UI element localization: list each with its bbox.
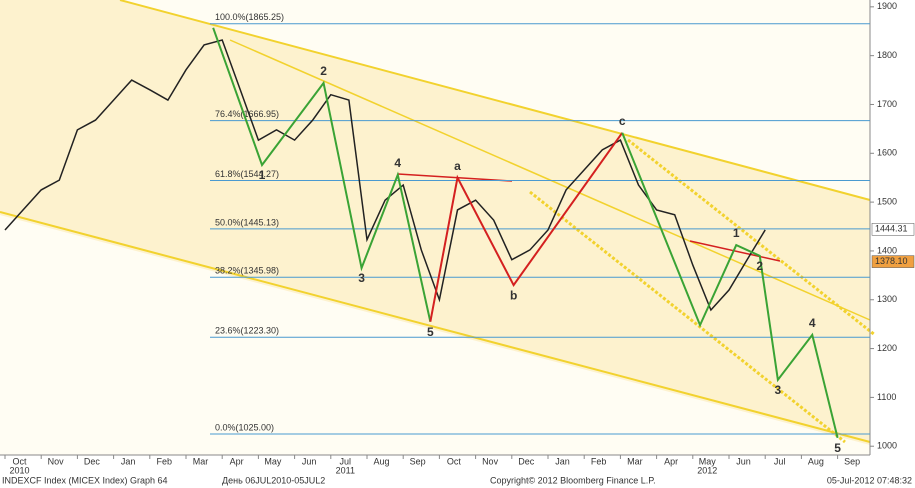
channel-line [119,0,871,201]
wave-label: 3 [358,271,365,285]
footer-copyright: Copyright© 2012 Bloomberg Finance L.P. [490,475,656,485]
x-tick-label: Oct [447,456,462,466]
x-tick-label: Dec [518,456,535,466]
fib-label: 23.6%(1223.30) [215,326,279,336]
wave-label: 5 [834,441,841,455]
wave-label: 2 [320,64,327,78]
footer-range: День 06JUL2010-05JUL2 [222,475,325,485]
x-tick-label: Mar [627,456,643,466]
y-tick-label: 1700 [877,99,897,109]
x-tick-label: Sep [844,456,860,466]
x-tick-label: Jul [774,456,786,466]
channel-line [529,190,846,444]
x-tick-label: Apr [230,456,244,466]
wave-label: 4 [809,316,816,330]
trend-line [689,240,781,262]
wave-line [212,27,432,322]
price-line [4,39,766,312]
year-label: 2011 [336,465,355,475]
wave-label: a [454,159,461,173]
y-tick-label: 1100 [877,392,896,402]
y-tick-label: 1400 [877,245,897,255]
x-tick-label: Jun [302,456,317,466]
channel-line [0,211,871,443]
x-tick-label: Feb [591,456,607,466]
x-tick-label: Oct [12,456,27,466]
x-tick-label: Sep [410,456,426,466]
x-tick-label: Jan [555,456,570,466]
channel-line [627,138,876,337]
x-tick-label: Jul [340,456,352,466]
wave-label: 2 [756,259,763,273]
x-tick-label: Aug [373,456,389,466]
x-tick-label: Apr [664,456,678,466]
y-tick-label: 1200 [877,343,897,353]
price-tag-label: 1444.31 [875,224,908,234]
trend-line [397,173,513,182]
fib-label: 100.0%(1865.25) [215,12,284,22]
fib-label: 76.4%(1666.95) [215,109,279,119]
price-tag [871,223,915,236]
fib-label: 61.8%(1544.27) [215,169,279,179]
footer-left: INDEXCF Index (MICEX Index) Graph 64 [2,475,168,485]
x-tick-label: Nov [482,456,499,466]
y-tick-label: 1800 [877,50,897,60]
x-tick-label: Feb [157,456,173,466]
price-tag [871,255,915,268]
x-tick-label: Aug [808,456,824,466]
price-tag-label: 1378.10 [875,256,908,266]
wave-label: b [510,288,517,302]
wave-label: 1 [259,168,266,182]
y-tick-label: 1000 [877,441,897,451]
wave-label: 4 [394,156,401,170]
y-tick-label: 1900 [877,1,897,11]
x-tick-label: May [264,456,282,466]
x-tick-label: Jan [121,456,136,466]
year-label: 2010 [9,465,29,475]
y-tick-label: 1500 [877,196,897,206]
y-tick-label: 1300 [877,294,897,304]
channel [0,0,870,445]
wave-label: 5 [427,325,434,339]
fib-label: 0.0%(1025.00) [215,422,274,432]
wave-label: 1 [733,226,740,240]
year-label: 2012 [697,465,717,475]
x-tick-label: Dec [84,456,101,466]
footer-time: 05-Jul-2012 07:48:32 [827,475,912,485]
wave-label: 3 [775,383,782,397]
fib-label: 38.2%(1345.98) [215,266,279,276]
wave-line [621,132,839,439]
wave-label: c [619,114,626,128]
x-tick-label: Mar [193,456,209,466]
fib-label: 50.0%(1445.13) [215,217,279,227]
x-tick-label: Nov [48,456,65,466]
x-tick-label: Jun [736,456,751,466]
x-tick-label: May [699,456,717,466]
wave-line [429,132,624,322]
y-tick-label: 1600 [877,148,897,158]
